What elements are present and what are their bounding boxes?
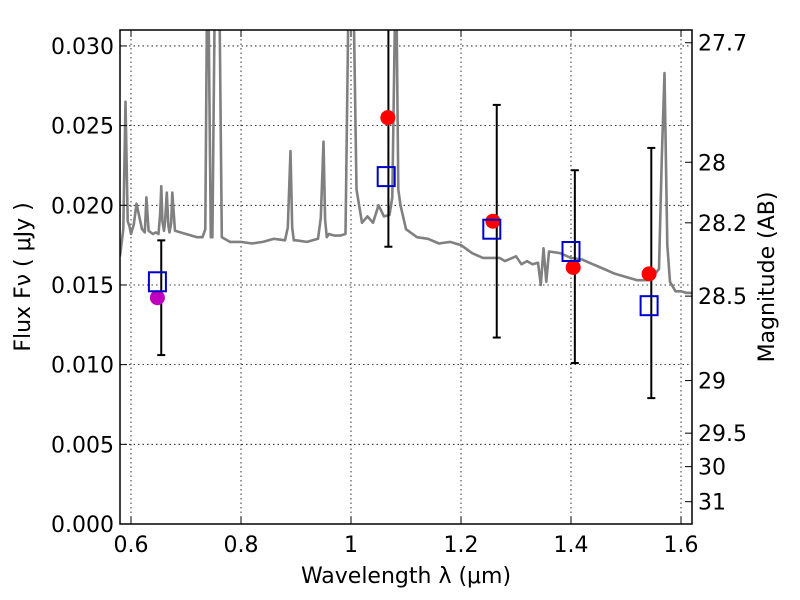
- y2-tick-label: 28.2: [698, 212, 747, 237]
- y-tick-label: 0.015: [51, 274, 114, 299]
- y2-tick-label: 31: [698, 491, 726, 516]
- y2-tick-label: 30: [698, 456, 726, 481]
- model-spectrum-line: [120, 30, 692, 295]
- model-point: [561, 241, 581, 263]
- y-tick-label: 0.025: [51, 115, 114, 140]
- y2-tick-label: 28: [698, 151, 726, 176]
- y-tick-label: 0.020: [51, 194, 114, 219]
- plot-frame: [119, 29, 693, 525]
- y2-tick-label: 28.5: [698, 285, 747, 310]
- model-point: [482, 218, 502, 240]
- x-tick-label: 1: [344, 533, 358, 558]
- model-point: [147, 271, 167, 293]
- y-tick-label: 0.010: [51, 354, 114, 379]
- x-tick-label: 0.8: [224, 533, 259, 558]
- data-point: [641, 266, 657, 282]
- y-tick-label: 0.030: [51, 35, 114, 60]
- plot-area: [120, 30, 692, 400]
- data-point: [485, 213, 501, 229]
- model-point: [639, 295, 659, 317]
- x-axis-label: Wavelength λ (μm): [301, 564, 511, 589]
- data-point: [565, 259, 581, 275]
- axis-ticks: 0.6 0.8 1 1.2 1.4 1.6 0.000 0.005 0.010 0.015 0.02…: [51, 30, 747, 558]
- x-tick-label: 0.6: [114, 533, 149, 558]
- model-point: [376, 166, 396, 188]
- y-axis-label: Flux Fν ( μJy ): [11, 202, 36, 351]
- y2-tick-label: 29: [698, 370, 726, 395]
- x-tick-label: 1.4: [554, 533, 589, 558]
- y2-tick-label: 29.5: [698, 422, 747, 447]
- y-tick-label: 0.000: [51, 513, 114, 538]
- data-point: [380, 110, 396, 126]
- y2-tick-label: 27.7: [698, 32, 747, 57]
- y2-axis-label: Magnitude (AB): [755, 192, 780, 363]
- x-tick-label: 1.2: [444, 533, 479, 558]
- x-tick-label: 1.6: [664, 533, 699, 558]
- data-point: [149, 290, 165, 306]
- y-tick-label: 0.005: [51, 433, 114, 458]
